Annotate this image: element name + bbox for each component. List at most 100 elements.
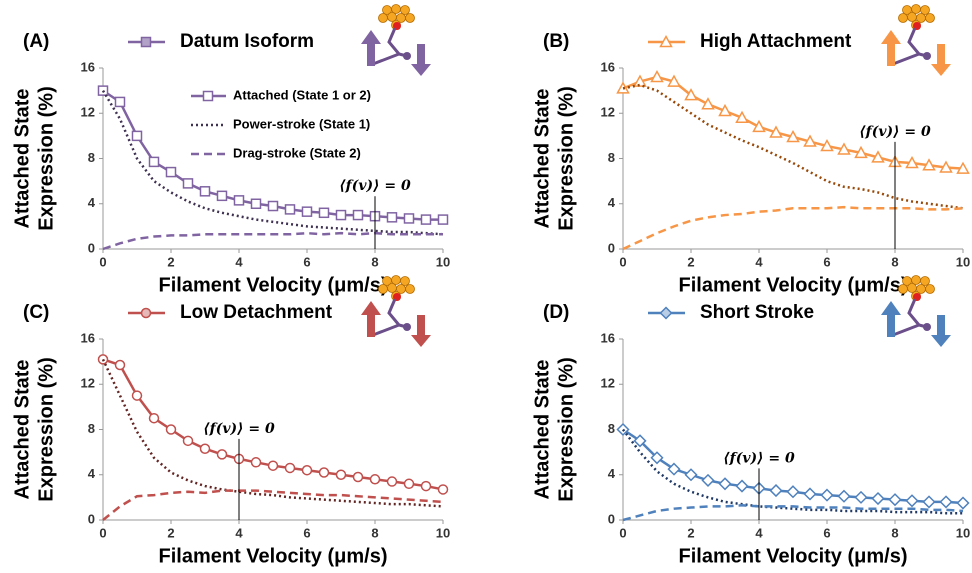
x-tick-label: 4 bbox=[755, 525, 763, 540]
icon-head bbox=[898, 284, 908, 294]
data-point bbox=[956, 496, 970, 510]
data-point bbox=[386, 212, 398, 223]
series-line bbox=[622, 83, 964, 210]
icon-arrow-down bbox=[411, 44, 431, 76]
data-point bbox=[820, 488, 834, 502]
icon bbox=[881, 275, 951, 347]
data-point bbox=[854, 490, 868, 504]
x-tick-label: 10 bbox=[956, 525, 970, 540]
data-point bbox=[922, 158, 936, 171]
y-tick-label: 0 bbox=[608, 240, 615, 255]
icon-arrow-up bbox=[881, 301, 901, 337]
icon-head bbox=[378, 13, 388, 23]
y-axis-label: Attached State bbox=[531, 88, 553, 228]
series-line bbox=[101, 89, 444, 236]
data-point bbox=[786, 129, 800, 143]
data-point bbox=[752, 119, 766, 133]
x-axis-label: Filament Velocity (μm/s) bbox=[159, 545, 388, 567]
data-point bbox=[131, 390, 143, 401]
data-point bbox=[837, 489, 851, 503]
y-axis-label: Expression (%) bbox=[555, 86, 577, 230]
y-tick-label: 16 bbox=[81, 59, 95, 74]
y-axis-label: Expression (%) bbox=[555, 357, 577, 501]
icon bbox=[361, 4, 431, 76]
x-axis-label: Filament Velocity (μm/s) bbox=[679, 274, 908, 296]
annotation: ⟨f(v)⟩ = 0 bbox=[723, 450, 795, 466]
icon-head bbox=[920, 5, 930, 15]
y-tick-label: 4 bbox=[88, 195, 96, 210]
data-point bbox=[301, 464, 313, 476]
data-point bbox=[905, 494, 919, 508]
data-point bbox=[148, 412, 160, 424]
x-tick-label: 2 bbox=[687, 254, 694, 269]
data-point bbox=[182, 435, 194, 447]
data-point bbox=[956, 161, 970, 174]
y-tick-label: 8 bbox=[608, 150, 615, 165]
legend-label: Drag-stroke (State 2) bbox=[233, 145, 361, 160]
y-tick-label: 0 bbox=[608, 511, 615, 526]
icon-head bbox=[907, 283, 917, 293]
icon-head bbox=[911, 275, 921, 285]
data-point bbox=[684, 88, 698, 101]
y-axis-label: Attached State bbox=[11, 359, 33, 499]
data-point bbox=[114, 359, 126, 371]
data-point bbox=[131, 130, 143, 142]
chart-title: High Attachment bbox=[700, 31, 852, 52]
icon-arrow-down bbox=[931, 315, 951, 347]
data-point bbox=[769, 125, 783, 138]
data-point bbox=[284, 204, 296, 215]
data-point bbox=[854, 145, 868, 159]
data-point bbox=[114, 96, 126, 108]
legend-marker bbox=[659, 34, 673, 48]
x-tick-label: 4 bbox=[235, 525, 243, 540]
data-point bbox=[420, 214, 432, 225]
data-point bbox=[633, 434, 647, 448]
legend-marker bbox=[140, 307, 152, 319]
x-tick-label: 2 bbox=[167, 525, 174, 540]
panel-label: (B) bbox=[543, 31, 569, 52]
data-point bbox=[922, 495, 936, 509]
y-axis-label: Attached State bbox=[11, 88, 33, 228]
legend-marker bbox=[140, 36, 152, 48]
y-axis-label: Attached State bbox=[531, 359, 553, 499]
icon-head bbox=[925, 13, 935, 23]
icon-head bbox=[911, 4, 921, 14]
icon bbox=[361, 275, 431, 347]
data-point bbox=[786, 485, 800, 499]
icon-head bbox=[907, 12, 917, 22]
icon-arrow-up bbox=[361, 30, 381, 66]
icon-head bbox=[925, 284, 935, 294]
data-point bbox=[318, 207, 330, 219]
data-point bbox=[667, 462, 681, 476]
icon-joint bbox=[403, 52, 411, 60]
x-tick-label: 8 bbox=[891, 525, 898, 540]
data-point bbox=[216, 449, 228, 460]
chart-title: Datum Isoform bbox=[180, 31, 314, 52]
data-point bbox=[837, 142, 851, 155]
data-point bbox=[735, 479, 749, 493]
series-line bbox=[622, 205, 964, 251]
data-point bbox=[701, 473, 715, 487]
x-tick-label: 2 bbox=[687, 525, 694, 540]
data-point bbox=[820, 138, 834, 152]
legend-marker bbox=[202, 90, 214, 102]
icon-head bbox=[387, 12, 397, 22]
x-tick-label: 4 bbox=[755, 254, 763, 269]
y-tick-label: 4 bbox=[608, 195, 616, 210]
panel-label: (D) bbox=[543, 302, 569, 323]
icon-head bbox=[391, 275, 401, 285]
annotation: ⟨f(v)⟩ = 0 bbox=[203, 421, 275, 437]
y-tick-label: 12 bbox=[81, 105, 95, 120]
data-point bbox=[803, 134, 817, 147]
y-tick-label: 4 bbox=[88, 466, 96, 481]
icon-head bbox=[378, 284, 388, 294]
data-point bbox=[437, 214, 449, 225]
annotation: ⟨f(v)⟩ = 0 bbox=[859, 124, 931, 140]
icon-joint bbox=[923, 323, 931, 331]
data-point bbox=[633, 74, 647, 87]
y-tick-label: 8 bbox=[88, 150, 95, 165]
data-point bbox=[182, 178, 194, 189]
data-point bbox=[939, 495, 953, 509]
data-point bbox=[335, 469, 347, 480]
